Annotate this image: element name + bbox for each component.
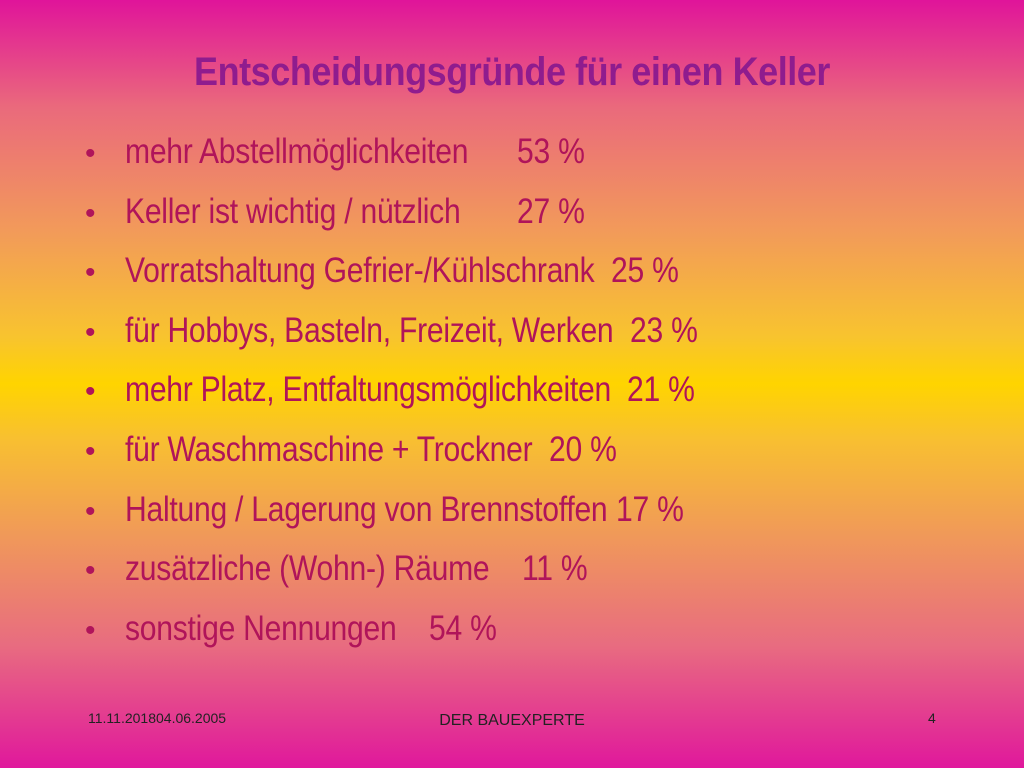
list-item: • Vorratshaltung Gefrier-/Kühlschrank 25… xyxy=(85,251,708,311)
item-label: mehr Abstellmöglichkeiten xyxy=(125,132,517,171)
list-item: • sonstige Nennungen 54 % xyxy=(85,609,708,669)
item-label: sonstige Nennungen xyxy=(125,608,429,648)
reasons-list: • mehr Abstellmöglichkeiten 53 % • Kelle… xyxy=(85,132,708,668)
bullet-icon: • xyxy=(85,375,96,409)
item-percentage: 21 % xyxy=(627,370,695,410)
bullet-icon: • xyxy=(85,434,96,468)
item-percentage: 23 % xyxy=(629,310,698,350)
item-label: für Waschmaschine + Trockner xyxy=(125,429,549,469)
list-item: • für Hobbys, Basteln, Freizeit, Werken … xyxy=(85,311,708,371)
bullet-icon: • xyxy=(85,256,96,290)
item-label: für Hobbys, Basteln, Freizeit, Werken xyxy=(125,310,630,350)
item-label: Haltung / Lagerung von Brennstoffen xyxy=(125,489,616,529)
page-number: 4 xyxy=(928,710,936,726)
item-label: Keller ist wichtig / nützlich xyxy=(125,191,518,231)
item-label: Vorratshaltung Gefrier-/Kühlschrank xyxy=(125,251,611,291)
item-percentage: 25 % xyxy=(610,251,679,291)
list-item: • Haltung / Lagerung von Brennstoffen 17… xyxy=(85,490,708,550)
bullet-icon: • xyxy=(85,315,96,349)
item-percentage: 11 % xyxy=(521,549,588,589)
bullet-icon: • xyxy=(85,494,96,528)
list-item: • für Waschmaschine + Trockner 20 % xyxy=(85,430,708,490)
item-percentage: 17 % xyxy=(615,489,684,529)
footer-title: DER BAUEXPERTE xyxy=(439,712,585,729)
bullet-icon: • xyxy=(85,554,96,588)
item-percentage: 54 % xyxy=(428,608,497,648)
footer-date: 11.11.201804.06.2005 xyxy=(88,710,227,726)
item-percentage: 53 % xyxy=(516,132,585,171)
list-item: • zusätzliche (Wohn-) Räume 11 % xyxy=(85,549,708,609)
bullet-icon: • xyxy=(85,196,96,230)
list-item: • Keller ist wichtig / nützlich 27 % xyxy=(85,192,708,252)
bullet-icon: • xyxy=(85,613,96,647)
item-percentage: 20 % xyxy=(548,429,617,469)
item-percentage: 27 % xyxy=(517,191,585,231)
slide-title: Entscheidungsgründe für einen Keller xyxy=(194,50,830,94)
item-label: mehr Platz, Entfaltungsmöglichkeiten xyxy=(125,370,628,410)
list-item: • mehr Abstellmöglichkeiten 53 % xyxy=(85,132,708,192)
list-item: • mehr Platz, Entfaltungsmöglichkeiten 2… xyxy=(85,370,708,430)
bullet-icon: • xyxy=(85,137,96,170)
item-label: zusätzliche (Wohn-) Räume xyxy=(125,549,522,589)
